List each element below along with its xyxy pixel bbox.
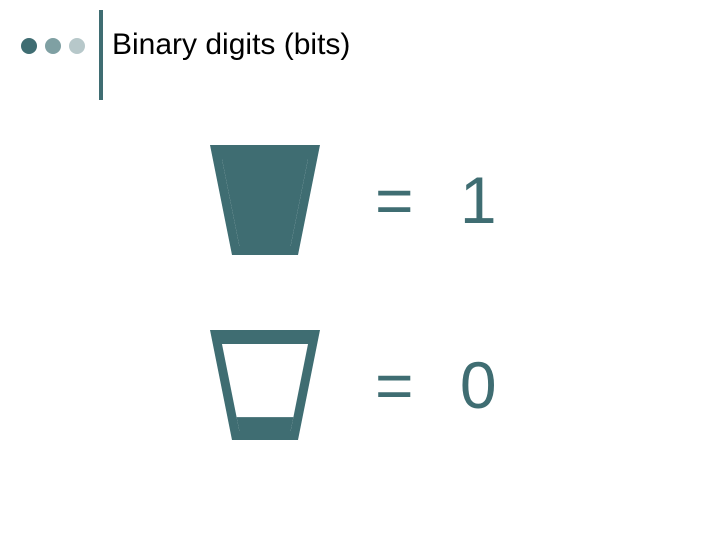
header-bullet-2 [45,38,61,54]
header-bullets [21,38,85,54]
bit-row-empty: = 0 [195,330,511,440]
equals-label-full: = 1 [375,167,511,233]
header-divider [99,10,103,100]
equals-label-empty: = 0 [375,352,511,418]
slide: Binary digits (bits) = 1 = 0 [0,0,720,540]
page-title: Binary digits (bits) [112,28,350,62]
bit-row-full: = 1 [195,145,511,255]
header-bullet-3 [69,38,85,54]
cup-icon-empty [195,330,335,440]
header-bullet-1 [21,38,37,54]
cup-icon-full [195,145,335,255]
